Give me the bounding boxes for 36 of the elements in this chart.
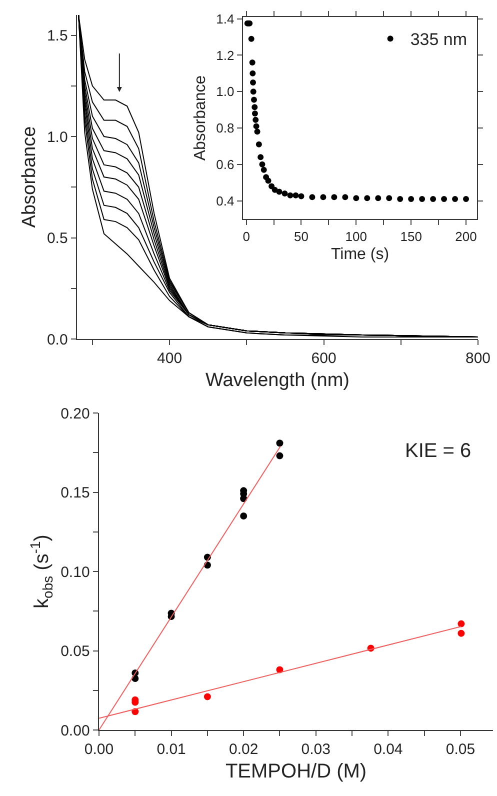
x-tick-label: 100: [345, 228, 367, 244]
x-tick-label: 0: [242, 228, 250, 244]
x-tick-label: 400: [157, 350, 182, 368]
y-tick-label: 1.5: [46, 28, 68, 44]
x-tick-label: 50: [294, 228, 308, 244]
x-tick-label: 0.04: [374, 741, 403, 758]
y-tick-label: 0.6: [216, 156, 234, 172]
x-tick-label: 800: [465, 350, 491, 368]
y-tick-label: 0.15: [60, 484, 90, 502]
y-axis-title: Absorbance: [192, 75, 210, 161]
x-tick-label: 0.05: [446, 741, 476, 758]
x-axis-title: Wavelength (nm): [206, 370, 350, 391]
y-tick-label: 0.10: [60, 564, 90, 581]
x-tick-label: 0.01: [156, 741, 186, 758]
y-tick-label: 0.00: [60, 722, 90, 740]
legend-label: 335 nm: [410, 30, 468, 50]
y-tick-label: 1.2: [216, 48, 234, 63]
y-tick-label: 0.20: [60, 405, 90, 422]
y-tick-label: 1.0: [46, 128, 68, 146]
x-axis-title: TEMPOH/D (M): [225, 760, 367, 783]
y-tick-label: 0.5: [46, 230, 68, 247]
y-tick-label: 0.0: [46, 331, 68, 348]
x-tick-label: 0.02: [228, 741, 258, 758]
x-tick-label: 150: [400, 228, 422, 244]
y-tick-label: 1.4: [216, 11, 234, 26]
x-tick-label: 0.00: [84, 741, 114, 758]
annotation: KIE = 6: [405, 440, 472, 462]
x-tick-label: 0.03: [301, 741, 330, 758]
y-tick-label: 0.05: [60, 643, 90, 660]
y-tick-label: 0.4: [216, 193, 234, 208]
y-tick-label: 0.8: [216, 120, 234, 136]
x-tick-label: 600: [311, 350, 336, 368]
y-axis-title: Absorbance: [18, 126, 40, 228]
y-tick-label: 1.0: [216, 84, 234, 100]
x-axis-title: Time (s): [330, 246, 390, 263]
x-tick-label: 200: [455, 228, 477, 244]
